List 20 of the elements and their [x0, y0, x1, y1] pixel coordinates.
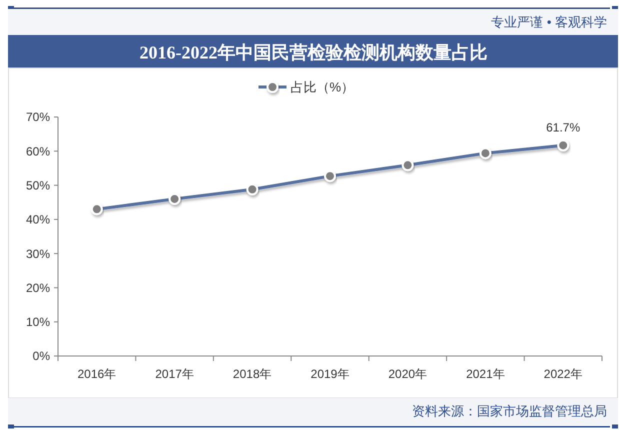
y-tick-label: 70%: [26, 110, 50, 124]
chart-title: 2016-2022年中国民营检验检测机构数量占比: [140, 42, 488, 62]
text: 资料来源：国家市场监督管理总局: [412, 404, 607, 419]
data-label: 61.7%: [546, 120, 580, 134]
y-tick-label: 20%: [26, 280, 50, 295]
y-tick-label: 40%: [26, 212, 50, 227]
y-tick-label: 60%: [26, 144, 50, 158]
y-tick-label: 30%: [26, 246, 50, 261]
x-tick-label: 2020年: [388, 367, 428, 382]
x-tick-label: 2016年: [78, 367, 116, 382]
y-tick-label: 50%: [26, 178, 50, 192]
x-tick-label: 2021年: [466, 367, 505, 382]
x-tick-label: 2017年: [155, 367, 194, 382]
x-tick-label: 2019年: [310, 367, 350, 382]
y-tick-label: 10%: [26, 315, 50, 330]
x-tick-label: 2018年: [232, 367, 272, 382]
legend-label: 占比（%）: [290, 80, 354, 95]
text: 专业严谨 • 客观科学: [491, 14, 607, 30]
y-tick-label: 0%: [32, 349, 50, 364]
x-tick-label: 2022年: [544, 367, 582, 382]
